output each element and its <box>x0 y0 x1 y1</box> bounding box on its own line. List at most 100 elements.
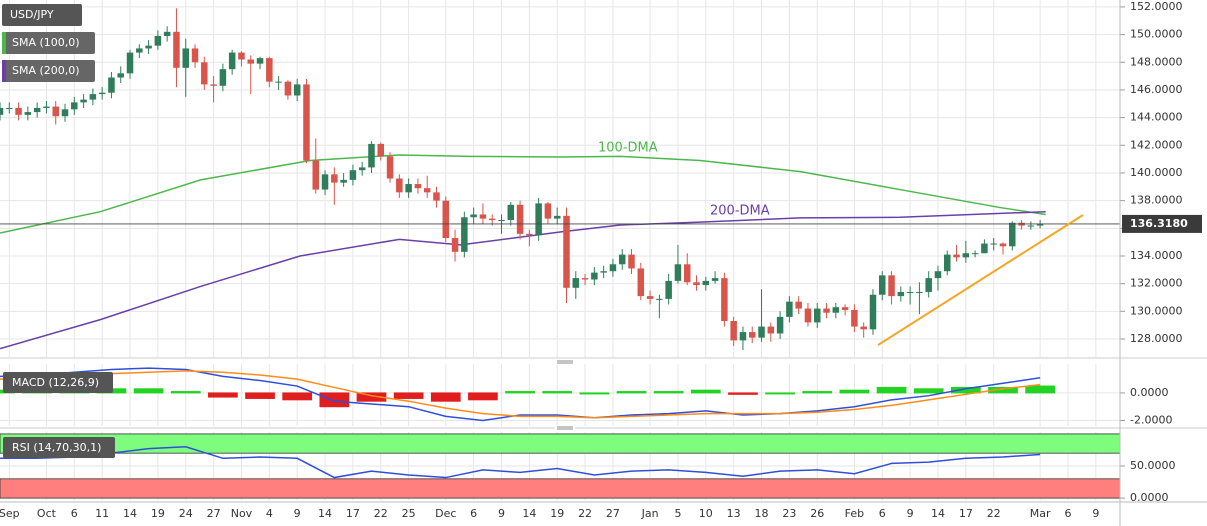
candle-body <box>693 282 700 286</box>
annotation: 100-DMA <box>598 141 658 156</box>
y-tick-label: 150.0000 <box>1130 28 1183 41</box>
x-tick-label: Sep <box>0 507 20 520</box>
candle-body <box>656 298 663 300</box>
candle-body <box>349 170 357 180</box>
x-tick-label: 4 <box>266 507 273 520</box>
candle-body <box>981 243 988 254</box>
x-tick-label: 22 <box>578 507 592 520</box>
candle-body <box>544 203 552 219</box>
histogram-bar <box>802 391 833 394</box>
candle-body <box>386 156 394 179</box>
histogram-bar <box>653 391 684 394</box>
y-tick-label: 138.0000 <box>1130 194 1183 207</box>
candle-body <box>674 264 682 281</box>
candle-body <box>665 280 672 299</box>
candle-body <box>646 296 654 299</box>
candle-body <box>108 77 115 93</box>
candle-body <box>396 178 403 193</box>
candle-body <box>879 275 886 295</box>
candle-body <box>786 301 793 317</box>
candle-body <box>321 174 329 190</box>
candle-body <box>0 107 4 115</box>
x-tick-label: 6 <box>71 507 78 520</box>
histogram-bar <box>765 392 795 395</box>
x-tick-label: 19 <box>151 507 165 520</box>
candle-body <box>553 215 561 219</box>
candle-body <box>98 92 106 95</box>
x-tick-label: 14 <box>931 507 945 520</box>
candle-body <box>52 106 59 117</box>
candle-body <box>433 192 440 201</box>
legend-entry: SMA (200,0) <box>12 64 80 77</box>
legend-box <box>2 32 95 54</box>
candle-body <box>488 218 496 221</box>
candle-body <box>944 254 951 272</box>
histogram-bar <box>876 386 907 394</box>
x-tick-label: 22 <box>374 507 388 520</box>
y-tick-label: 128.0000 <box>1130 332 1183 345</box>
candle-body <box>451 238 459 252</box>
candle-body <box>154 35 162 46</box>
x-tick-label: 9 <box>294 507 301 520</box>
panel-handle[interactable] <box>555 425 575 431</box>
candle-body <box>461 217 468 252</box>
candle-body <box>618 254 626 265</box>
x-tick-label: 11 <box>95 507 109 520</box>
histogram-bar <box>393 392 424 399</box>
y-tick-label: 152.0000 <box>1130 0 1183 13</box>
histogram-bar <box>950 386 981 394</box>
line <box>0 154 1046 234</box>
candle-body <box>730 321 737 341</box>
histogram-bar <box>468 392 498 401</box>
annotation: 200-DMA <box>710 204 770 219</box>
histogram-bar <box>913 388 944 394</box>
histogram-bar <box>319 392 350 408</box>
candle-body <box>442 200 450 238</box>
candle-body <box>591 272 598 280</box>
candle-body <box>721 278 728 322</box>
candle-body <box>767 326 775 334</box>
histogram-bar <box>356 392 387 402</box>
y-tick-label: 144.0000 <box>1130 111 1183 124</box>
candle-body <box>293 84 301 96</box>
y-tick-label: 50.0000 <box>1130 459 1176 472</box>
candle-body <box>795 301 802 309</box>
candle-body <box>572 278 580 288</box>
last-price-box <box>1122 214 1202 233</box>
candle-body <box>117 73 124 78</box>
candle-body <box>256 58 264 64</box>
panel-handle[interactable] <box>555 359 575 365</box>
candle-body <box>507 204 515 221</box>
x-tick-label: 18 <box>755 507 769 520</box>
candle-body <box>340 179 347 183</box>
legend-box <box>3 372 113 393</box>
x-tick-label: 27 <box>207 507 221 520</box>
x-tick-label: 6 <box>470 507 477 520</box>
x-tick-label: 9 <box>1092 507 1099 520</box>
candle-body <box>15 107 22 115</box>
candle-body <box>869 294 877 330</box>
y-tick-label: 148.0000 <box>1130 55 1183 68</box>
x-tick-label: Mar <box>1030 507 1051 520</box>
candle-body <box>971 253 979 255</box>
candle-body <box>526 233 533 236</box>
candle-body <box>702 280 710 286</box>
candle-body <box>581 278 589 280</box>
x-tick-label: 9 <box>498 507 505 520</box>
candle-body <box>358 167 366 171</box>
candle-body <box>163 31 171 36</box>
candle-body <box>173 31 180 68</box>
candle-body <box>1036 224 1044 226</box>
x-tick-label: 22 <box>987 507 1001 520</box>
chart-title: USD/JPY <box>10 8 54 21</box>
candle-body <box>897 291 905 297</box>
last-price-label: 136.3180 <box>1130 217 1188 230</box>
candle-body <box>999 243 1007 247</box>
candle-body <box>479 214 487 219</box>
y-tick-label: 146.0000 <box>1130 83 1183 96</box>
candle-body <box>423 188 431 193</box>
candle-body <box>470 214 477 218</box>
candle-body <box>832 307 840 313</box>
x-tick-label: 9 <box>907 507 914 520</box>
